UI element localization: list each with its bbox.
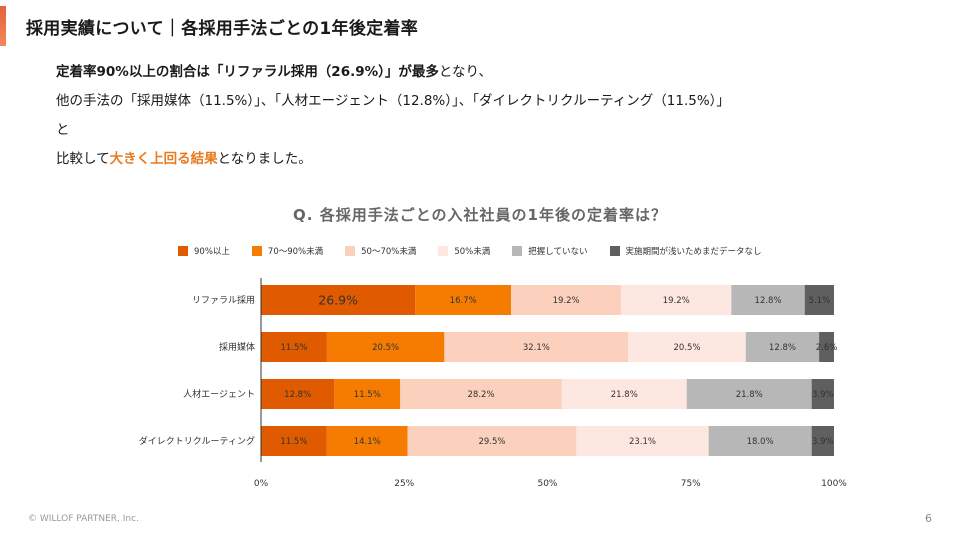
bar-segment-2-5 [811,379,834,409]
data-label-2-1: 11.5% [354,390,381,400]
bar-segment-0-3 [621,285,732,315]
bar-segment-2-4 [686,379,812,409]
legend-item-2: 50～70%未満 [345,245,416,257]
x-tick-label-2: 50% [537,479,557,489]
bar-segment-0-5 [804,285,834,315]
data-label-1-2: 32.1% [523,343,550,353]
category-label-2: 人材エージェント [183,388,255,400]
x-tick-label-0: 0% [254,479,269,489]
copyright: © WILLOF PARTNER, Inc. [28,514,139,524]
bar-segment-0-0 [261,285,416,315]
category-label-3: ダイレクトリクルーティング [139,435,255,447]
slide-title: 採用実績について｜各採用手法ごとの1年後定着率 [26,19,419,39]
data-label-3-5: 3.9% [812,437,834,447]
x-tick-label-1: 25% [394,479,414,489]
data-label-3-4: 18.0% [747,437,774,447]
legend-label-3: 50%未満 [454,247,491,257]
bar-segment-0-2 [511,285,622,315]
bar-segment-3-1 [326,426,408,456]
chart-title: Q. 各採用手法ごとの入社社員の1年後の定着率は？ [293,206,667,224]
data-label-3-0: 11.5% [280,437,307,447]
data-label-2-0: 12.8% [284,390,311,400]
bar-segment-2-0 [261,379,335,409]
bar-segment-0-1 [415,285,512,315]
lead-line-1-bold: 定着率90%以上の割合は「リファラル採用（26.9%）」が最多 [56,64,439,80]
x-tick-label-3: 75% [681,479,701,489]
data-label-0-0: 26.9% [318,293,358,308]
data-label-1-5: 2.6% [816,343,838,353]
bar-segment-3-2 [407,426,577,456]
legend-label-0: 90%以上 [194,247,230,257]
data-label-2-2: 28.2% [468,390,495,400]
lead-line-4-highlight: 大きく上回る結果 [109,151,218,167]
legend-item-3: 50%未満 [438,245,490,257]
legend-label-5: 実施期間が浅いためまだデータなし [625,247,762,257]
lead-line-1: 定着率90%以上の割合は「リファラル採用（26.9%）」が最多となり、 [56,58,936,87]
legend-swatch-1 [251,246,262,256]
lead-line-3: と [56,122,70,138]
legend-swatch-3 [438,246,449,256]
legend-item-5: 実施期間が浅いためまだデータなし [609,245,762,257]
bar-segment-1-0 [261,332,327,362]
data-label-0-3: 19.2% [663,296,690,306]
legend-swatch-0 [178,246,188,256]
bar-segment-2-2 [400,379,562,409]
data-label-1-3: 20.5% [674,343,701,353]
bar-segment-1-1 [326,332,445,362]
data-label-1-0: 11.5% [280,343,307,353]
data-label-0-2: 19.2% [553,296,580,306]
legend-item-0: 90%以上 [178,245,230,257]
legend-label-1: 70～90%未満 [267,247,324,257]
data-label-0-4: 12.8% [755,296,782,306]
x-tick-label-4: 100% [821,479,847,489]
bar-segment-0-4 [731,285,805,315]
category-label-1: 採用媒体 [219,341,255,353]
lead-line-4-post: となりました。 [217,151,312,167]
page-number: 6 [925,512,932,525]
data-label-3-3: 23.1% [629,437,656,447]
data-label-3-1: 14.1% [354,437,381,447]
legend-label-2: 50～70%未満 [361,247,417,257]
lead-line-2: 他の手法の「採用媒体（11.5%）」、「人材エージェント（12.8%）」、「ダイ… [56,93,730,109]
data-label-1-1: 20.5% [372,343,399,353]
legend-item-4: 把握していない [512,245,588,257]
data-label-3-2: 29.5% [478,437,505,447]
legend-swatch-4 [512,246,523,256]
bar-segment-3-4 [708,426,812,456]
bar-segment-1-3 [628,332,746,362]
legend-item-1: 70～90%未満 [251,245,324,257]
legend-swatch-2 [345,246,356,256]
data-label-0-1: 16.7% [450,296,477,306]
data-label-2-4: 21.8% [736,390,763,400]
title-accent-bar [0,6,6,46]
legend-swatch-5 [609,246,620,256]
lead-line-4: 比較して大きく上回る結果となりました。 [56,145,936,174]
data-label-1-4: 12.8% [769,343,796,353]
data-label-0-5: 5.1% [809,296,831,306]
chart-legend: 90%以上 70～90%未満 50～70%未満 50%未満 把握していない 実施期間が浅い… [178,244,784,258]
bar-segment-3-0 [261,426,327,456]
lead-line-1-rest: となり、 [438,64,492,80]
bar-segment-3-5 [811,426,834,456]
bar-segment-2-1 [334,379,401,409]
data-label-2-3: 21.8% [611,390,638,400]
bar-segment-1-2 [444,332,629,362]
legend-label-4: 把握していない [528,247,588,257]
lead-text: 定着率90%以上の割合は「リファラル採用（26.9%）」が最多となり、 他の手法… [56,58,936,174]
data-label-2-5: 3.9% [812,390,834,400]
lead-line-4-pre: 比較して [56,151,110,167]
bar-segment-3-3 [576,426,709,456]
bar-segment-1-4 [745,332,820,362]
category-label-0: リファラル採用 [192,294,255,306]
bar-segment-1-5 [819,332,834,362]
bar-segment-2-3 [561,379,687,409]
